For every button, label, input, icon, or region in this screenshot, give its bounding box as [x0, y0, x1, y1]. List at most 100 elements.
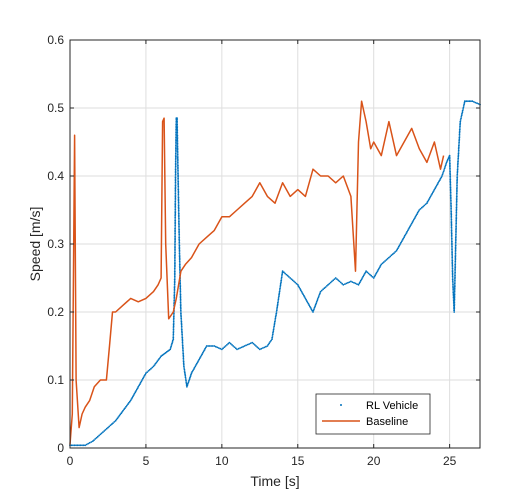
- rl-vehicle-point: [459, 120, 462, 123]
- rl-vehicle-point: [177, 174, 180, 177]
- rl-vehicle-point: [174, 155, 177, 158]
- rl-vehicle-point: [453, 284, 456, 286]
- rl-vehicle-point: [132, 394, 135, 396]
- rl-vehicle-point: [178, 252, 181, 255]
- rl-vehicle-point: [417, 210, 420, 213]
- rl-vehicle-point: [412, 220, 415, 222]
- rl-vehicle-point: [184, 373, 187, 376]
- rl-vehicle-point: [176, 131, 179, 134]
- rl-vehicle-point: [233, 346, 236, 348]
- rl-vehicle-point: [174, 183, 177, 185]
- rl-vehicle-point: [173, 288, 176, 291]
- rl-vehicle-point: [342, 283, 345, 286]
- rl-vehicle-point: [178, 222, 180, 225]
- rl-vehicle-point: [181, 343, 184, 345]
- rl-vehicle-point: [198, 357, 201, 360]
- rl-vehicle-point: [470, 100, 472, 103]
- rl-vehicle-point: [174, 167, 177, 169]
- rl-vehicle-point: [450, 232, 453, 235]
- rl-vehicle-point: [173, 290, 176, 292]
- rl-vehicle-point: [272, 330, 275, 333]
- rl-vehicle-point: [173, 281, 176, 284]
- rl-vehicle-point: [403, 234, 406, 237]
- rl-vehicle-point: [204, 347, 207, 350]
- rl-vehicle-point: [457, 157, 460, 160]
- rl-vehicle-point: [449, 181, 452, 184]
- rl-vehicle-point: [319, 290, 322, 293]
- rl-vehicle-point: [178, 257, 181, 260]
- rl-vehicle-point: [271, 336, 274, 339]
- rl-vehicle-point: [173, 273, 176, 276]
- rl-vehicle-point: [298, 286, 301, 289]
- rl-vehicle-point: [369, 273, 371, 276]
- rl-vehicle-point: [448, 157, 451, 160]
- rl-vehicle-point: [430, 194, 433, 196]
- rl-vehicle-point: [172, 336, 175, 339]
- rl-vehicle-point: [99, 433, 102, 436]
- rl-vehicle-point: [178, 251, 181, 253]
- rl-vehicle-point: [170, 344, 173, 346]
- rl-vehicle-point: [450, 220, 453, 223]
- rl-vehicle-point: [277, 297, 280, 299]
- rl-vehicle-point: [294, 281, 297, 284]
- rl-vehicle-point: [419, 208, 422, 210]
- rl-vehicle-point: [451, 250, 453, 253]
- rl-vehicle-point: [174, 242, 176, 244]
- rl-vehicle-point: [451, 264, 454, 267]
- rl-vehicle-point: [272, 328, 275, 331]
- rl-vehicle-point: [455, 228, 457, 231]
- rl-vehicle-point: [174, 216, 177, 219]
- rl-vehicle-point: [450, 237, 453, 240]
- rl-vehicle-point: [172, 317, 175, 320]
- rl-vehicle-point: [460, 117, 462, 120]
- rl-vehicle-point: [182, 349, 184, 352]
- rl-vehicle-point: [458, 133, 461, 136]
- rl-vehicle-point: [95, 436, 98, 439]
- rl-vehicle-point: [278, 293, 280, 296]
- rl-vehicle-point: [450, 223, 453, 226]
- rl-vehicle-point: [182, 355, 185, 358]
- rl-vehicle-point: [449, 191, 452, 194]
- rl-vehicle-point: [178, 262, 181, 264]
- rl-vehicle-point: [450, 201, 452, 203]
- rl-vehicle-point: [178, 219, 180, 221]
- rl-vehicle-point: [457, 160, 459, 163]
- rl-vehicle-point: [450, 202, 452, 205]
- rl-vehicle-point: [449, 197, 452, 200]
- rl-vehicle-point: [178, 235, 181, 237]
- rl-vehicle-point: [181, 338, 184, 341]
- rl-vehicle-point: [178, 260, 181, 263]
- rl-vehicle-point: [182, 360, 185, 363]
- rl-vehicle-point: [179, 293, 182, 296]
- rl-vehicle-point: [455, 205, 458, 207]
- rl-vehicle-point: [476, 102, 478, 105]
- rl-vehicle-point: [453, 303, 456, 305]
- rl-vehicle-point: [449, 165, 451, 168]
- rl-vehicle-point: [456, 178, 459, 181]
- rl-vehicle-point: [289, 277, 292, 279]
- rl-vehicle-point: [178, 223, 180, 226]
- rl-vehicle-point: [138, 384, 141, 387]
- rl-vehicle-point: [451, 280, 454, 283]
- rl-vehicle-point: [98, 434, 100, 437]
- rl-vehicle-point: [454, 252, 457, 255]
- rl-vehicle-point: [173, 293, 176, 295]
- rl-vehicle-point: [454, 247, 457, 250]
- rl-vehicle-point: [107, 426, 109, 429]
- rl-vehicle-point: [171, 342, 173, 345]
- rl-vehicle-point: [363, 273, 366, 275]
- rl-vehicle-point: [182, 354, 185, 357]
- y-tick-label: 0.5: [47, 101, 64, 115]
- rl-vehicle-point: [382, 261, 385, 263]
- rl-vehicle-point: [178, 238, 181, 241]
- rl-vehicle-point: [454, 274, 456, 277]
- y-tick-label: 0: [57, 441, 64, 455]
- rl-vehicle-point: [174, 191, 177, 193]
- rl-vehicle-point: [176, 145, 179, 148]
- rl-vehicle-point: [452, 285, 454, 287]
- rl-vehicle-point: [272, 331, 274, 334]
- rl-vehicle-point: [452, 290, 455, 292]
- rl-vehicle-point: [458, 139, 461, 142]
- rl-vehicle-point: [174, 160, 177, 163]
- rl-vehicle-point: [178, 246, 181, 249]
